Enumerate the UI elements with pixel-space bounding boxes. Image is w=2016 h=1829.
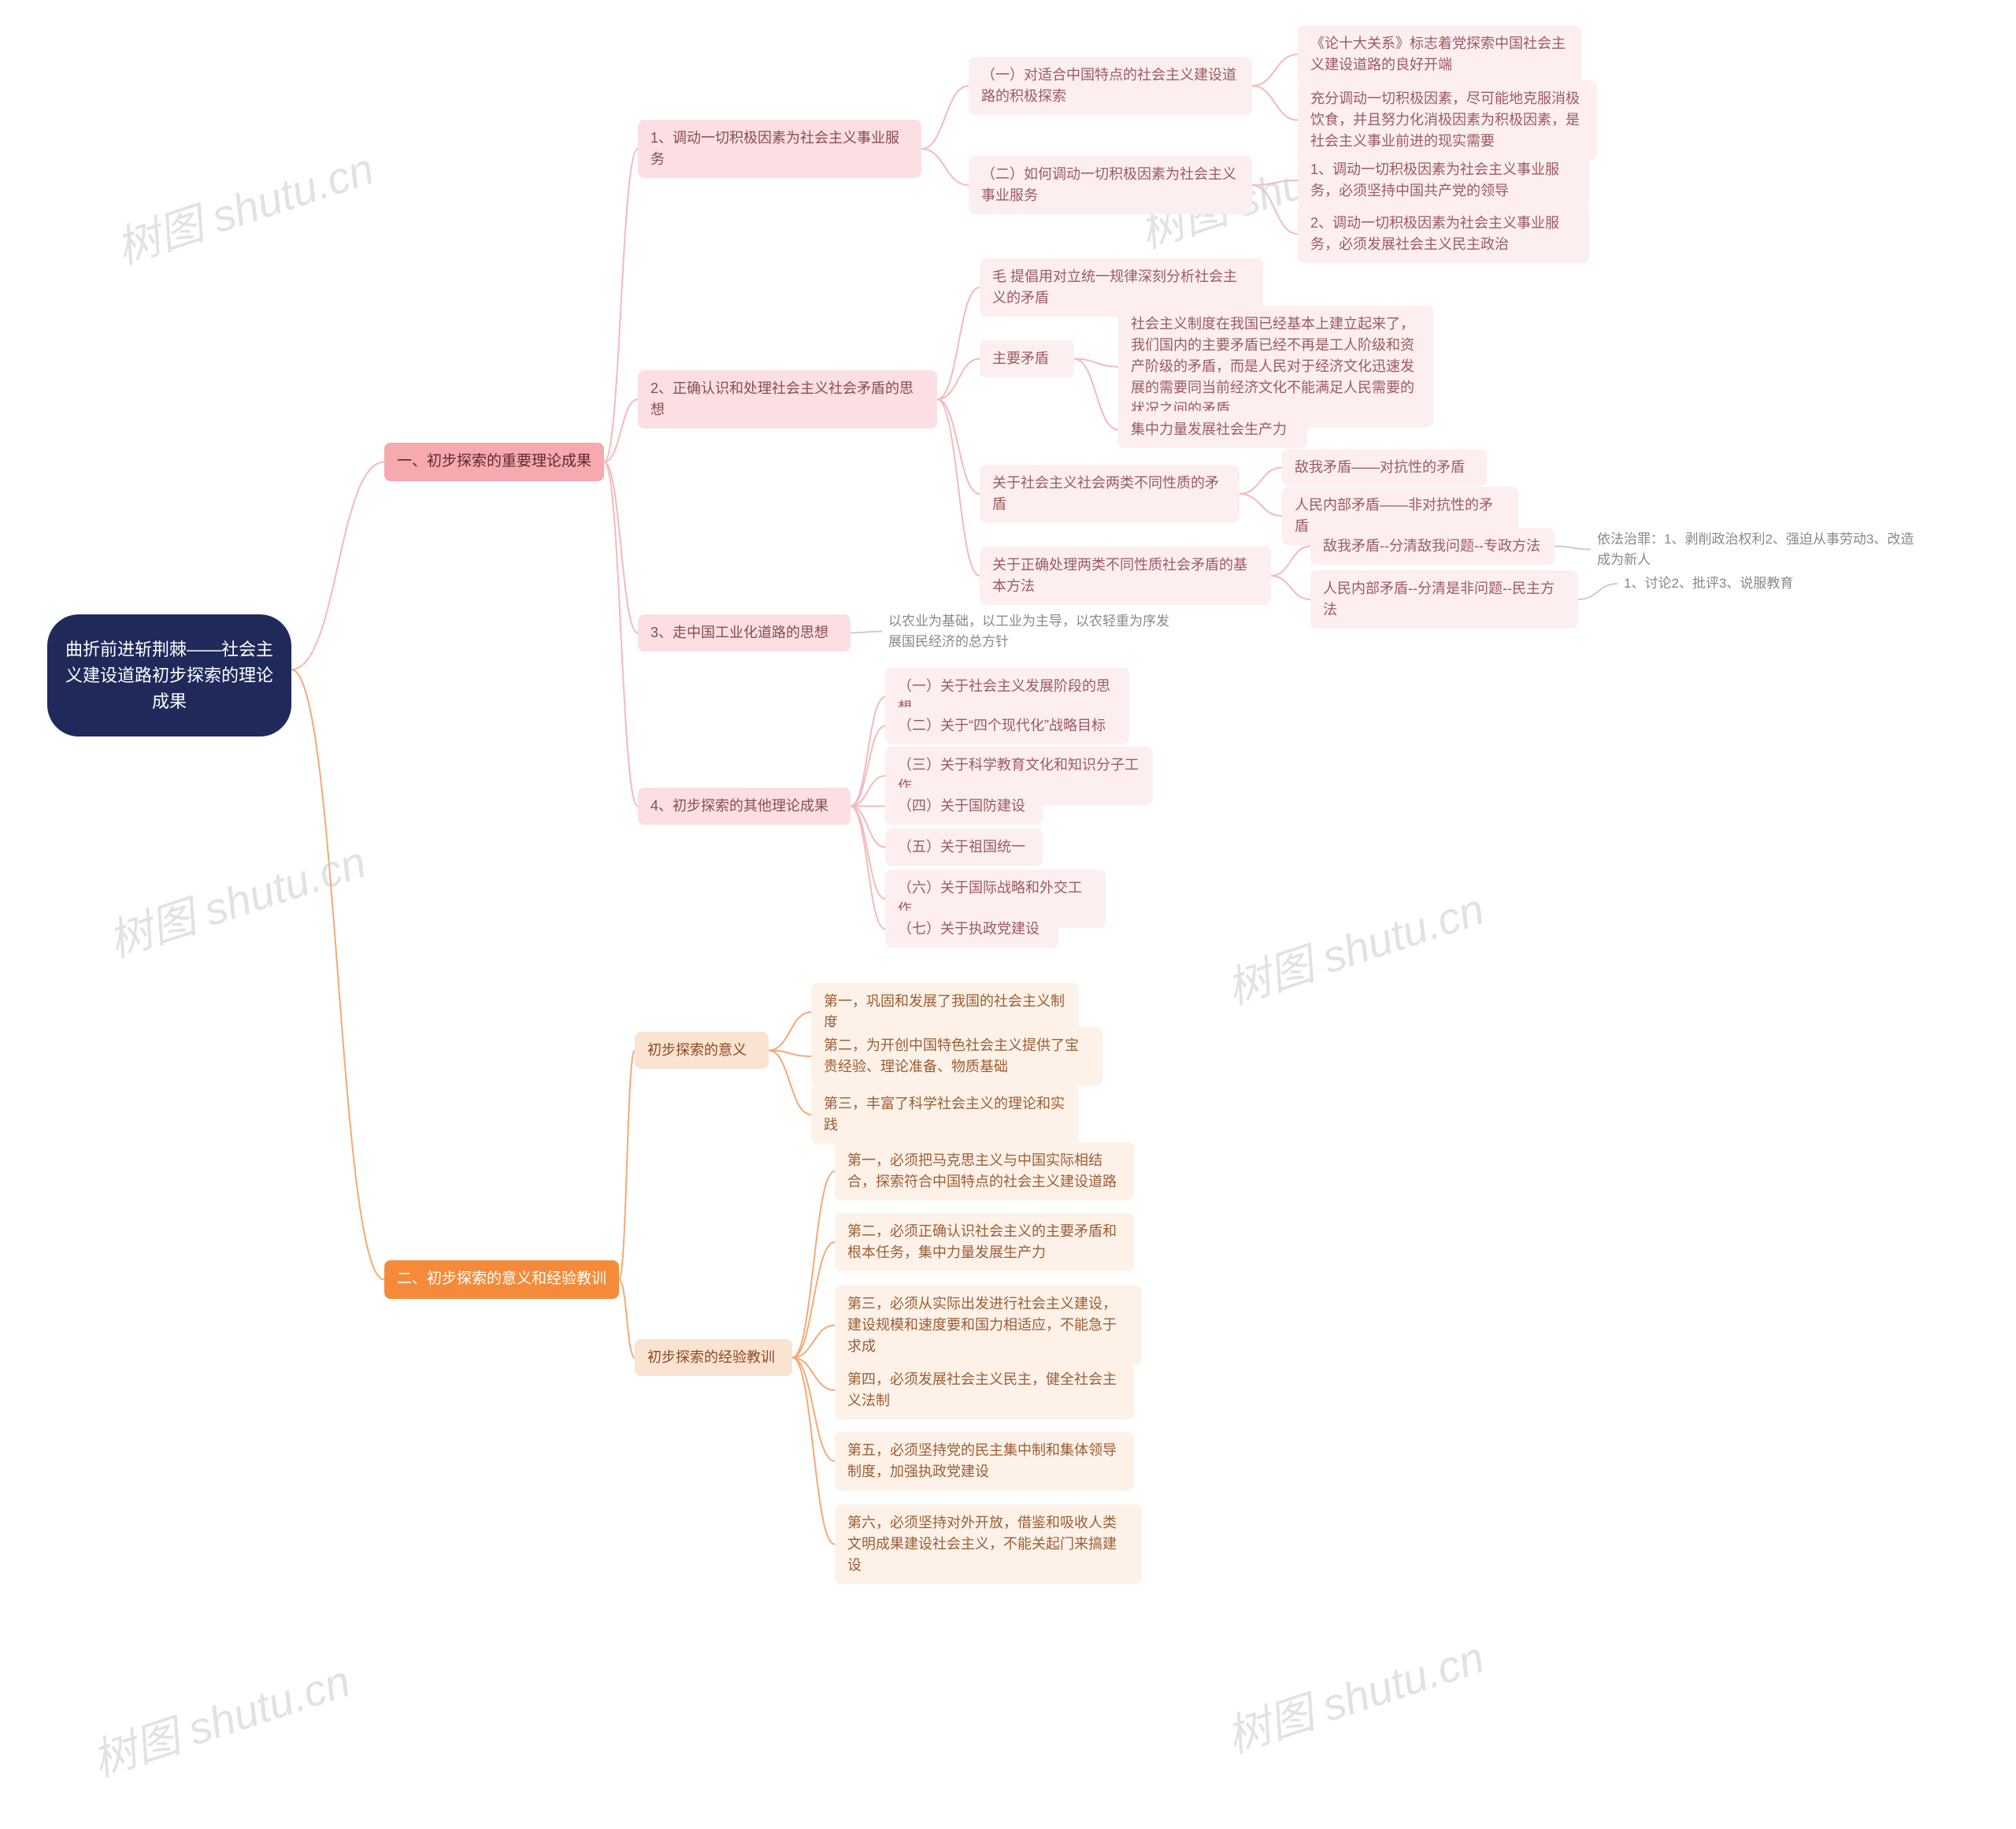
b1c3-tail: 以农业为基础，以工业为主导，以农轻重为序发展国民经济的总方针	[882, 608, 1181, 655]
b2c1b: 第二，为开创中国特色社会主义提供了宝贵经验、理论准备、物质基础	[811, 1027, 1102, 1085]
b1c2b2: 集中力量发展社会生产力	[1118, 411, 1307, 448]
b2c2e: 第五，必须坚持党的民主集中制和集体领导制度，加强执政党建设	[835, 1432, 1134, 1490]
b2c2: 初步探索的经验教训	[635, 1339, 792, 1376]
b2c1c: 第三，丰富了科学社会主义的理论和实践	[811, 1085, 1079, 1144]
b1c1a1: 《论十大关系》标志着党探索中国社会主义建设道路的良好开端	[1298, 25, 1581, 83]
b1c4e: （五）关于祖国统一	[885, 829, 1043, 866]
b1c2d2: 人民内部矛盾--分清是非问题--民主方法	[1310, 570, 1578, 629]
b1c1a2: 充分调动一切积极因素，尽可能地克服消极饮食，并且努力化消极因素为积极因素，是社会…	[1298, 80, 1597, 160]
b1c2d: 关于正确处理两类不同性质社会矛盾的基本方法	[980, 547, 1271, 605]
b1c4: 4、初步探索的其他理论成果	[638, 788, 850, 825]
watermark: 树图 shutu.cn	[83, 1646, 358, 1790]
watermark: 树图 shutu.cn	[1217, 874, 1492, 1018]
b1c2d1-tail: 依法治罪：1、剥削政治权利2、强迫从事劳动3、改造成为新人	[1591, 526, 1922, 573]
b1c2b: 主要矛盾	[980, 340, 1074, 377]
b1c2d2-tail: 1、讨论2、批评3、说服教育	[1618, 570, 1822, 597]
b1c1b: （二）如何调动一切积极因素为社会主义事业服务	[969, 156, 1252, 214]
b1c2b1: 社会主义制度在我国已经基本上建立起来了，我们国内的主要矛盾已经不再是工人阶级和资…	[1118, 306, 1433, 428]
b2c2c: 第三，必须从实际出发进行社会主义建设，建设规模和速度要和国力相适应，不能急于求成	[835, 1285, 1142, 1365]
b1c2c1: 敌我矛盾——对抗性的矛盾	[1282, 449, 1487, 486]
watermark: 树图 shutu.cn	[107, 134, 381, 277]
b1c2: 2、正确认识和处理社会主义社会矛盾的思想	[638, 370, 937, 428]
branch-1: 一、初步探索的重要理论成果	[384, 443, 604, 481]
b2c2d: 第四，必须发展社会主义民主，健全社会主义法制	[835, 1361, 1134, 1419]
watermark: 树图 shutu.cn	[1217, 1623, 1492, 1766]
root-node: 曲折前进斩荆棘——社会主义建设道路初步探索的理论成果	[47, 614, 291, 736]
b1c1b2: 2、调动一切积极因素为社会主义事业服务，必须发展社会主义民主政治	[1298, 205, 1589, 263]
b1c1b1: 1、调动一切积极因素为社会主义事业服务，必须坚持中国共产党的领导	[1298, 151, 1589, 210]
b1c1: 1、调动一切积极因素为社会主义事业服务	[638, 120, 921, 178]
b1c2c: 关于社会主义社会两类不同性质的矛盾	[980, 465, 1240, 523]
b1c2d1: 敌我矛盾--分清敌我问题--专政方法	[1310, 528, 1555, 565]
b1c1a: （一）对适合中国特点的社会主义建设道路的积极探索	[969, 57, 1252, 115]
branch-2: 二、初步探索的意义和经验教训	[384, 1260, 619, 1299]
b2c2f: 第六，必须坚持对外开放，借鉴和吸收人类文明成果建设社会主义，不能关起门来搞建设	[835, 1504, 1142, 1584]
watermark: 树图 shutu.cn	[99, 827, 373, 970]
b2c2b: 第二，必须正确认识社会主义的主要矛盾和根本任务，集中力量发展生产力	[835, 1213, 1134, 1271]
b2c2a: 第一，必须把马克思主义与中国实际相结合，探索符合中国特点的社会主义建设道路	[835, 1142, 1134, 1200]
b1c4g: （七）关于执政党建设	[885, 911, 1058, 948]
b2c1: 初步探索的意义	[635, 1032, 769, 1069]
b1c3: 3、走中国工业化道路的思想	[638, 614, 850, 651]
b1c4b: （二）关于“四个现代化”战略目标	[885, 707, 1129, 744]
b1c4d: （四）关于国防建设	[885, 788, 1043, 825]
